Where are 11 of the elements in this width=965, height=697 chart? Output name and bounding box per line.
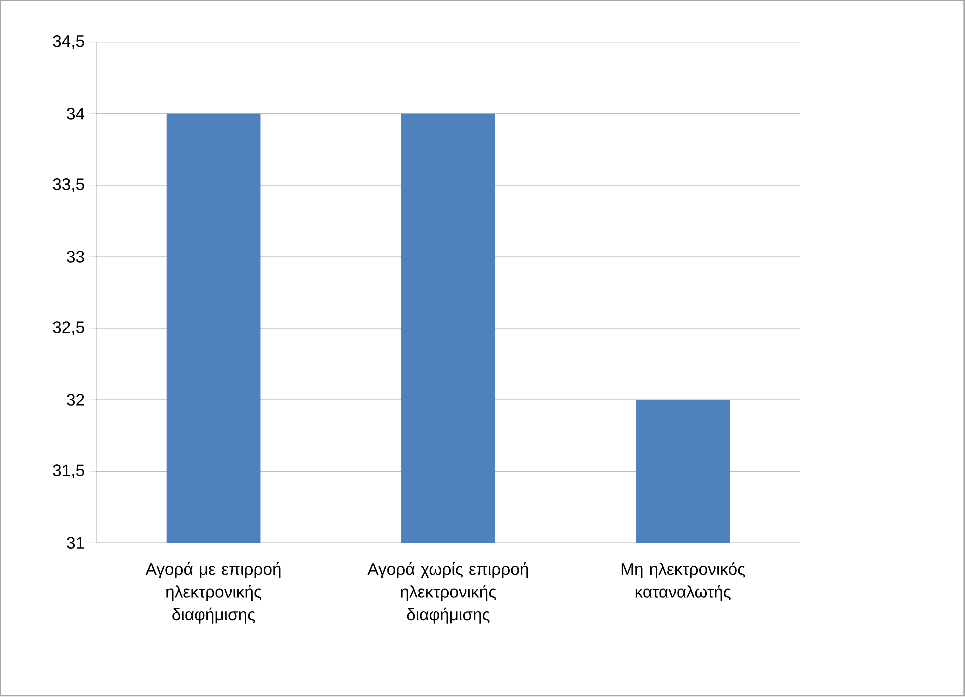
y-tick-label: 34 [67, 108, 85, 120]
y-tick-label: 32,5 [53, 322, 84, 336]
y-tick-label: 33,5 [53, 178, 84, 193]
y-tick-label: 33 [67, 251, 84, 264]
y-tick-label: 31,5 [53, 464, 84, 479]
x-tick-label: Αγορά με επιρροή ηλεκτρονικής διαφήμισης [146, 562, 281, 624]
x-tick-label: Μη ηλεκτρονικός καταναλωτής [622, 562, 746, 602]
y-tick-label: 32 [67, 394, 84, 406]
x-tick-label: Αγορά χωρίς επιρροή ηλεκτρονικής διαφήμισης [368, 562, 528, 624]
y-tick-label: 31 [67, 537, 84, 550]
y-tick-label: 34,5 [53, 36, 84, 50]
